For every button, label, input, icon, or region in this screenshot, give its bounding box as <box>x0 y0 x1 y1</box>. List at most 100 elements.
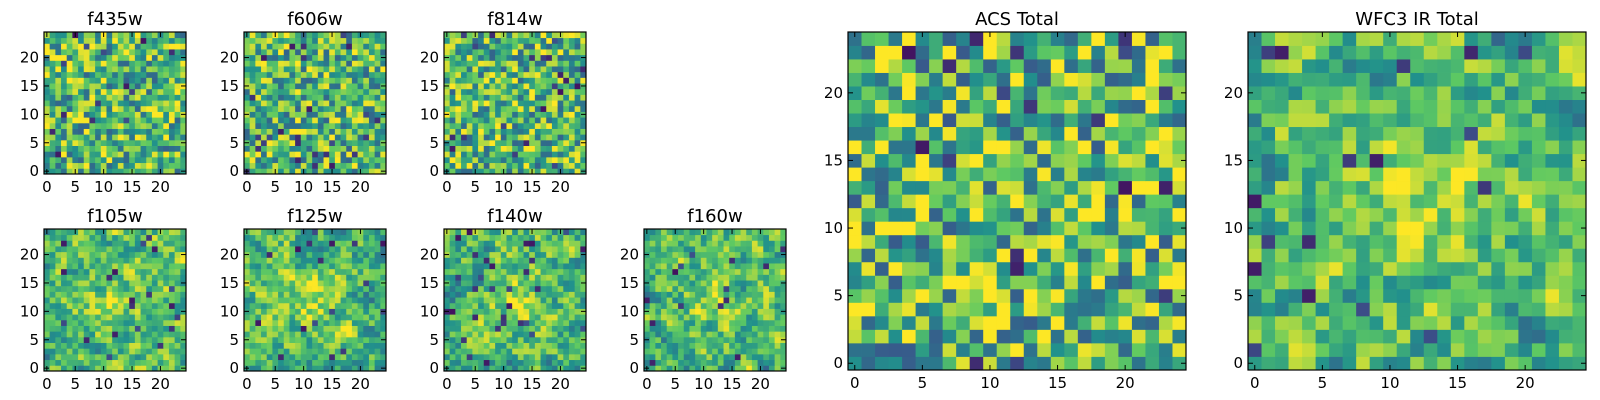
heatmap-cell <box>455 348 462 355</box>
heatmap-cell <box>700 234 707 241</box>
heatmap-cell <box>500 325 507 332</box>
heatmap-cell <box>146 168 153 175</box>
heatmap-cell <box>723 297 730 304</box>
heatmap-cell <box>517 145 524 152</box>
heatmap-cell <box>55 240 62 247</box>
heatmap-cell <box>351 71 358 78</box>
heatmap-cell <box>683 331 690 338</box>
heatmap-cell <box>49 257 56 264</box>
heatmap-cell <box>512 168 519 175</box>
heatmap-cell <box>489 145 496 152</box>
heatmap-cell <box>89 83 96 90</box>
heatmap-cell <box>368 151 376 158</box>
heatmap-cell <box>306 251 313 258</box>
heatmap-cell <box>244 314 251 321</box>
heatmap-cell <box>489 240 496 247</box>
heatmap-cell <box>483 49 490 56</box>
heatmap-cell <box>706 342 713 349</box>
heatmap-cell <box>163 234 170 241</box>
heatmap-cell <box>244 240 251 247</box>
heatmap-cell <box>323 37 330 44</box>
heatmap-cell <box>751 268 758 275</box>
heatmap-cell <box>717 342 724 349</box>
heatmap-cell <box>295 49 302 56</box>
heatmap-cell <box>61 122 68 129</box>
heatmap-cell <box>678 319 685 326</box>
heatmap-cell <box>768 365 776 372</box>
heatmap-cell <box>163 66 170 73</box>
heatmap-cell <box>472 302 479 309</box>
heatmap-cell <box>517 325 524 332</box>
heatmap-cell <box>283 234 290 241</box>
heatmap-cell <box>306 268 313 275</box>
heatmap-cell <box>44 105 51 112</box>
heatmap-cell <box>295 280 302 287</box>
heatmap-cell <box>483 257 490 264</box>
y-tick-label: 5 <box>29 331 39 349</box>
heatmap-cell <box>306 240 313 247</box>
heatmap-cell <box>129 111 136 118</box>
heatmap-cell <box>444 145 451 152</box>
heatmap-cell <box>678 325 685 332</box>
heatmap-cell <box>312 314 319 321</box>
heatmap-cell <box>329 274 336 281</box>
heatmap-cell <box>444 117 451 124</box>
x-tick-label: 15 <box>522 375 541 393</box>
heatmap-cell <box>83 291 90 298</box>
heatmap-cell <box>563 32 570 39</box>
heatmap-cell <box>140 229 147 236</box>
heatmap-cell <box>534 128 541 135</box>
heatmap-cell <box>734 274 741 281</box>
heatmap-cell <box>163 151 170 158</box>
heatmap-cell <box>106 151 113 158</box>
heatmap-cell <box>346 134 353 141</box>
heatmap-cell <box>100 251 107 258</box>
heatmap-cell <box>146 139 153 146</box>
heatmap-cell <box>472 37 479 44</box>
heatmap-cell <box>751 353 758 361</box>
heatmap-cell <box>717 263 724 270</box>
heatmap-cell <box>461 285 468 292</box>
heatmap-cell <box>1118 329 1133 344</box>
heatmap-cell <box>768 308 776 315</box>
heatmap-cell <box>295 274 302 281</box>
heatmap-cell <box>712 251 719 258</box>
heatmap-cell <box>289 168 296 175</box>
heatmap-cell <box>95 302 102 309</box>
heatmap-cell <box>157 117 164 124</box>
y-tick-label: 0 <box>229 359 239 377</box>
heatmap-cell <box>517 240 524 247</box>
heatmap-cell <box>61 234 68 241</box>
heatmap-cell <box>723 280 730 287</box>
heatmap-cell <box>706 246 713 253</box>
heatmap-cell <box>568 168 576 175</box>
heatmap-cell <box>317 156 324 164</box>
heatmap-cell <box>546 331 553 338</box>
heatmap-cell <box>649 251 656 258</box>
heatmap-cell <box>78 128 85 135</box>
heatmap-cell <box>672 359 679 366</box>
heatmap-cell <box>340 257 347 264</box>
heatmap-cell <box>546 43 553 50</box>
heatmap-cell <box>300 246 307 253</box>
heatmap-cell <box>83 331 90 338</box>
heatmap-cell <box>134 156 141 164</box>
heatmap-cell <box>123 54 130 61</box>
heatmap-cell <box>157 66 164 73</box>
heatmap-cell <box>123 291 130 298</box>
heatmap-cell <box>249 66 256 73</box>
heatmap-cell <box>774 331 781 338</box>
heatmap-cell <box>729 263 736 270</box>
heatmap-cell <box>117 128 124 135</box>
heatmap-cell <box>763 251 770 258</box>
heatmap-cell <box>563 111 570 118</box>
heatmap-cell <box>289 229 296 236</box>
heatmap-cell <box>134 122 141 129</box>
heatmap-cell <box>312 274 319 281</box>
heatmap-cell <box>300 314 307 321</box>
heatmap-cell <box>44 162 51 169</box>
heatmap-cell <box>95 234 102 241</box>
heatmap-cell <box>244 348 251 355</box>
heatmap-cell <box>534 297 541 304</box>
heatmap-cell <box>289 122 296 129</box>
